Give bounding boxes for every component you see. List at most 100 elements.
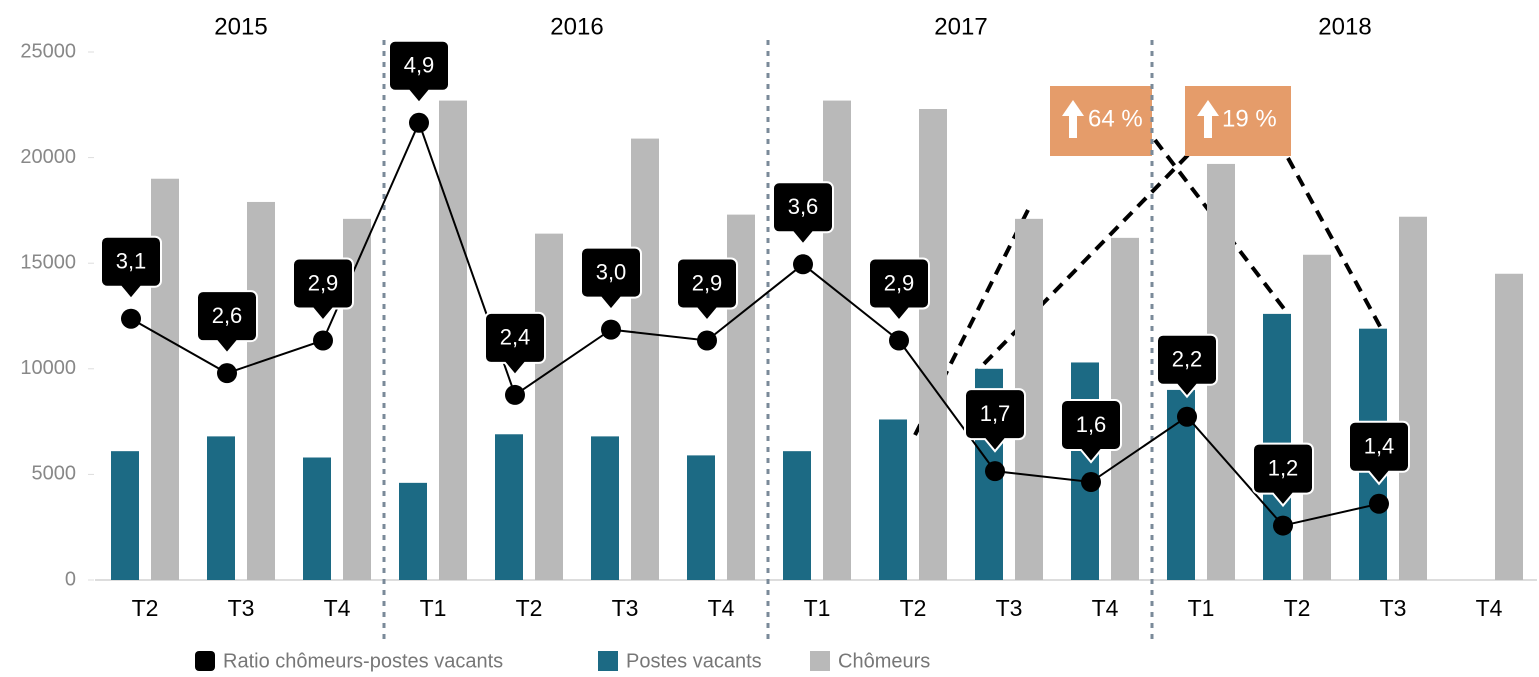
ratio-point [601,319,621,340]
callout [964,388,1026,453]
ratio-point [985,461,1005,482]
x-tick-label: T4 [1092,595,1119,621]
callout [1348,420,1410,486]
bar [111,451,139,580]
year-label: 2018 [1318,13,1371,40]
legend-swatch [195,651,215,671]
bar [399,482,427,580]
year-label: 2017 [934,13,987,40]
legend-swatch [598,651,618,671]
x-tick-label: T1 [804,595,831,621]
year-label: 2015 [214,13,267,40]
y-tick-label: 0 [65,568,76,590]
ratio-point [1273,515,1293,536]
data-label: 2,4 [500,325,531,350]
y-tick-label: 5000 [32,463,77,485]
x-tick-label: T4 [324,595,351,621]
annotation-box [1050,86,1152,156]
dashed-line [976,153,1190,372]
data-label: 1,7 [980,401,1011,426]
y-tick-label: 25000 [20,40,76,62]
bar [919,109,947,581]
legend-label: Ratio chômeurs-postes vacants [223,650,503,672]
callout [484,311,546,377]
bar [591,436,619,580]
callout [196,290,258,355]
x-tick-label: T2 [900,595,927,621]
dashed-line [1286,157,1384,331]
ratio-point [889,330,909,351]
bar [879,419,907,580]
bar [783,451,811,580]
data-label: 1,6 [1076,412,1107,437]
annotation: 64 % [1088,105,1143,132]
data-label: 3,0 [596,259,627,284]
up-arrow [1062,100,1084,138]
bar [439,100,467,581]
ratio-point [1177,406,1197,427]
x-tick-label: T4 [1476,595,1503,621]
y-tick-label: 10000 [20,357,76,379]
bar [1399,216,1427,580]
callout [388,39,450,105]
bar [823,100,851,581]
x-tick-label: T3 [996,595,1023,621]
callout [1156,333,1218,399]
ratio-point [313,330,333,351]
bar [687,455,715,580]
x-tick-label: T2 [132,595,159,621]
bar [303,457,331,580]
x-tick-label: T1 [420,595,447,621]
callout [772,181,834,246]
callout [1060,399,1122,464]
ratio-point [121,308,141,329]
x-tick-label: T2 [1284,595,1311,621]
ratio-point [505,384,525,405]
ratio-point [409,112,429,133]
y-tick-label: 15000 [20,251,76,273]
bar [207,436,235,580]
callout [100,235,162,301]
bar [495,434,523,580]
x-tick-label: T3 [612,595,639,621]
callout [580,246,642,312]
annotation: 19 % [1222,105,1277,132]
data-label: 2,9 [884,270,915,295]
callout [292,257,354,323]
x-tick-label: T1 [1188,595,1215,621]
callout [676,257,738,323]
bar [1495,273,1523,580]
data-label: 2,6 [212,303,243,328]
data-label: 2,9 [308,270,339,295]
ratio-point [793,254,813,275]
data-label: 3,1 [116,249,147,274]
bar [535,233,563,580]
data-label: 2,9 [692,270,723,295]
data-label: 1,2 [1268,455,1299,480]
callout [1252,442,1314,508]
legend-swatch [810,651,830,671]
x-tick-label: T3 [228,595,255,621]
year-label: 2016 [550,13,603,40]
ratio-point [1369,493,1389,514]
ratio-point [697,330,717,351]
bar [631,138,659,581]
ratio-point [217,363,237,384]
bar [247,201,275,580]
ratio-point [1081,472,1101,493]
legend-label: Postes vacants [626,650,762,672]
x-tick-label: T2 [516,595,543,621]
legend-label: Chômeurs [838,650,930,672]
y-tick-label: 20000 [20,146,76,168]
data-label: 4,9 [404,53,435,78]
bar [1303,254,1331,580]
data-label: 3,6 [788,194,819,219]
annotation-box [1185,86,1291,156]
x-tick-label: T3 [1380,595,1407,621]
bar [1071,362,1099,580]
x-tick-label: T4 [708,595,735,621]
data-label: 1,4 [1364,434,1395,459]
callout [868,257,930,323]
data-label: 2,2 [1172,347,1203,372]
